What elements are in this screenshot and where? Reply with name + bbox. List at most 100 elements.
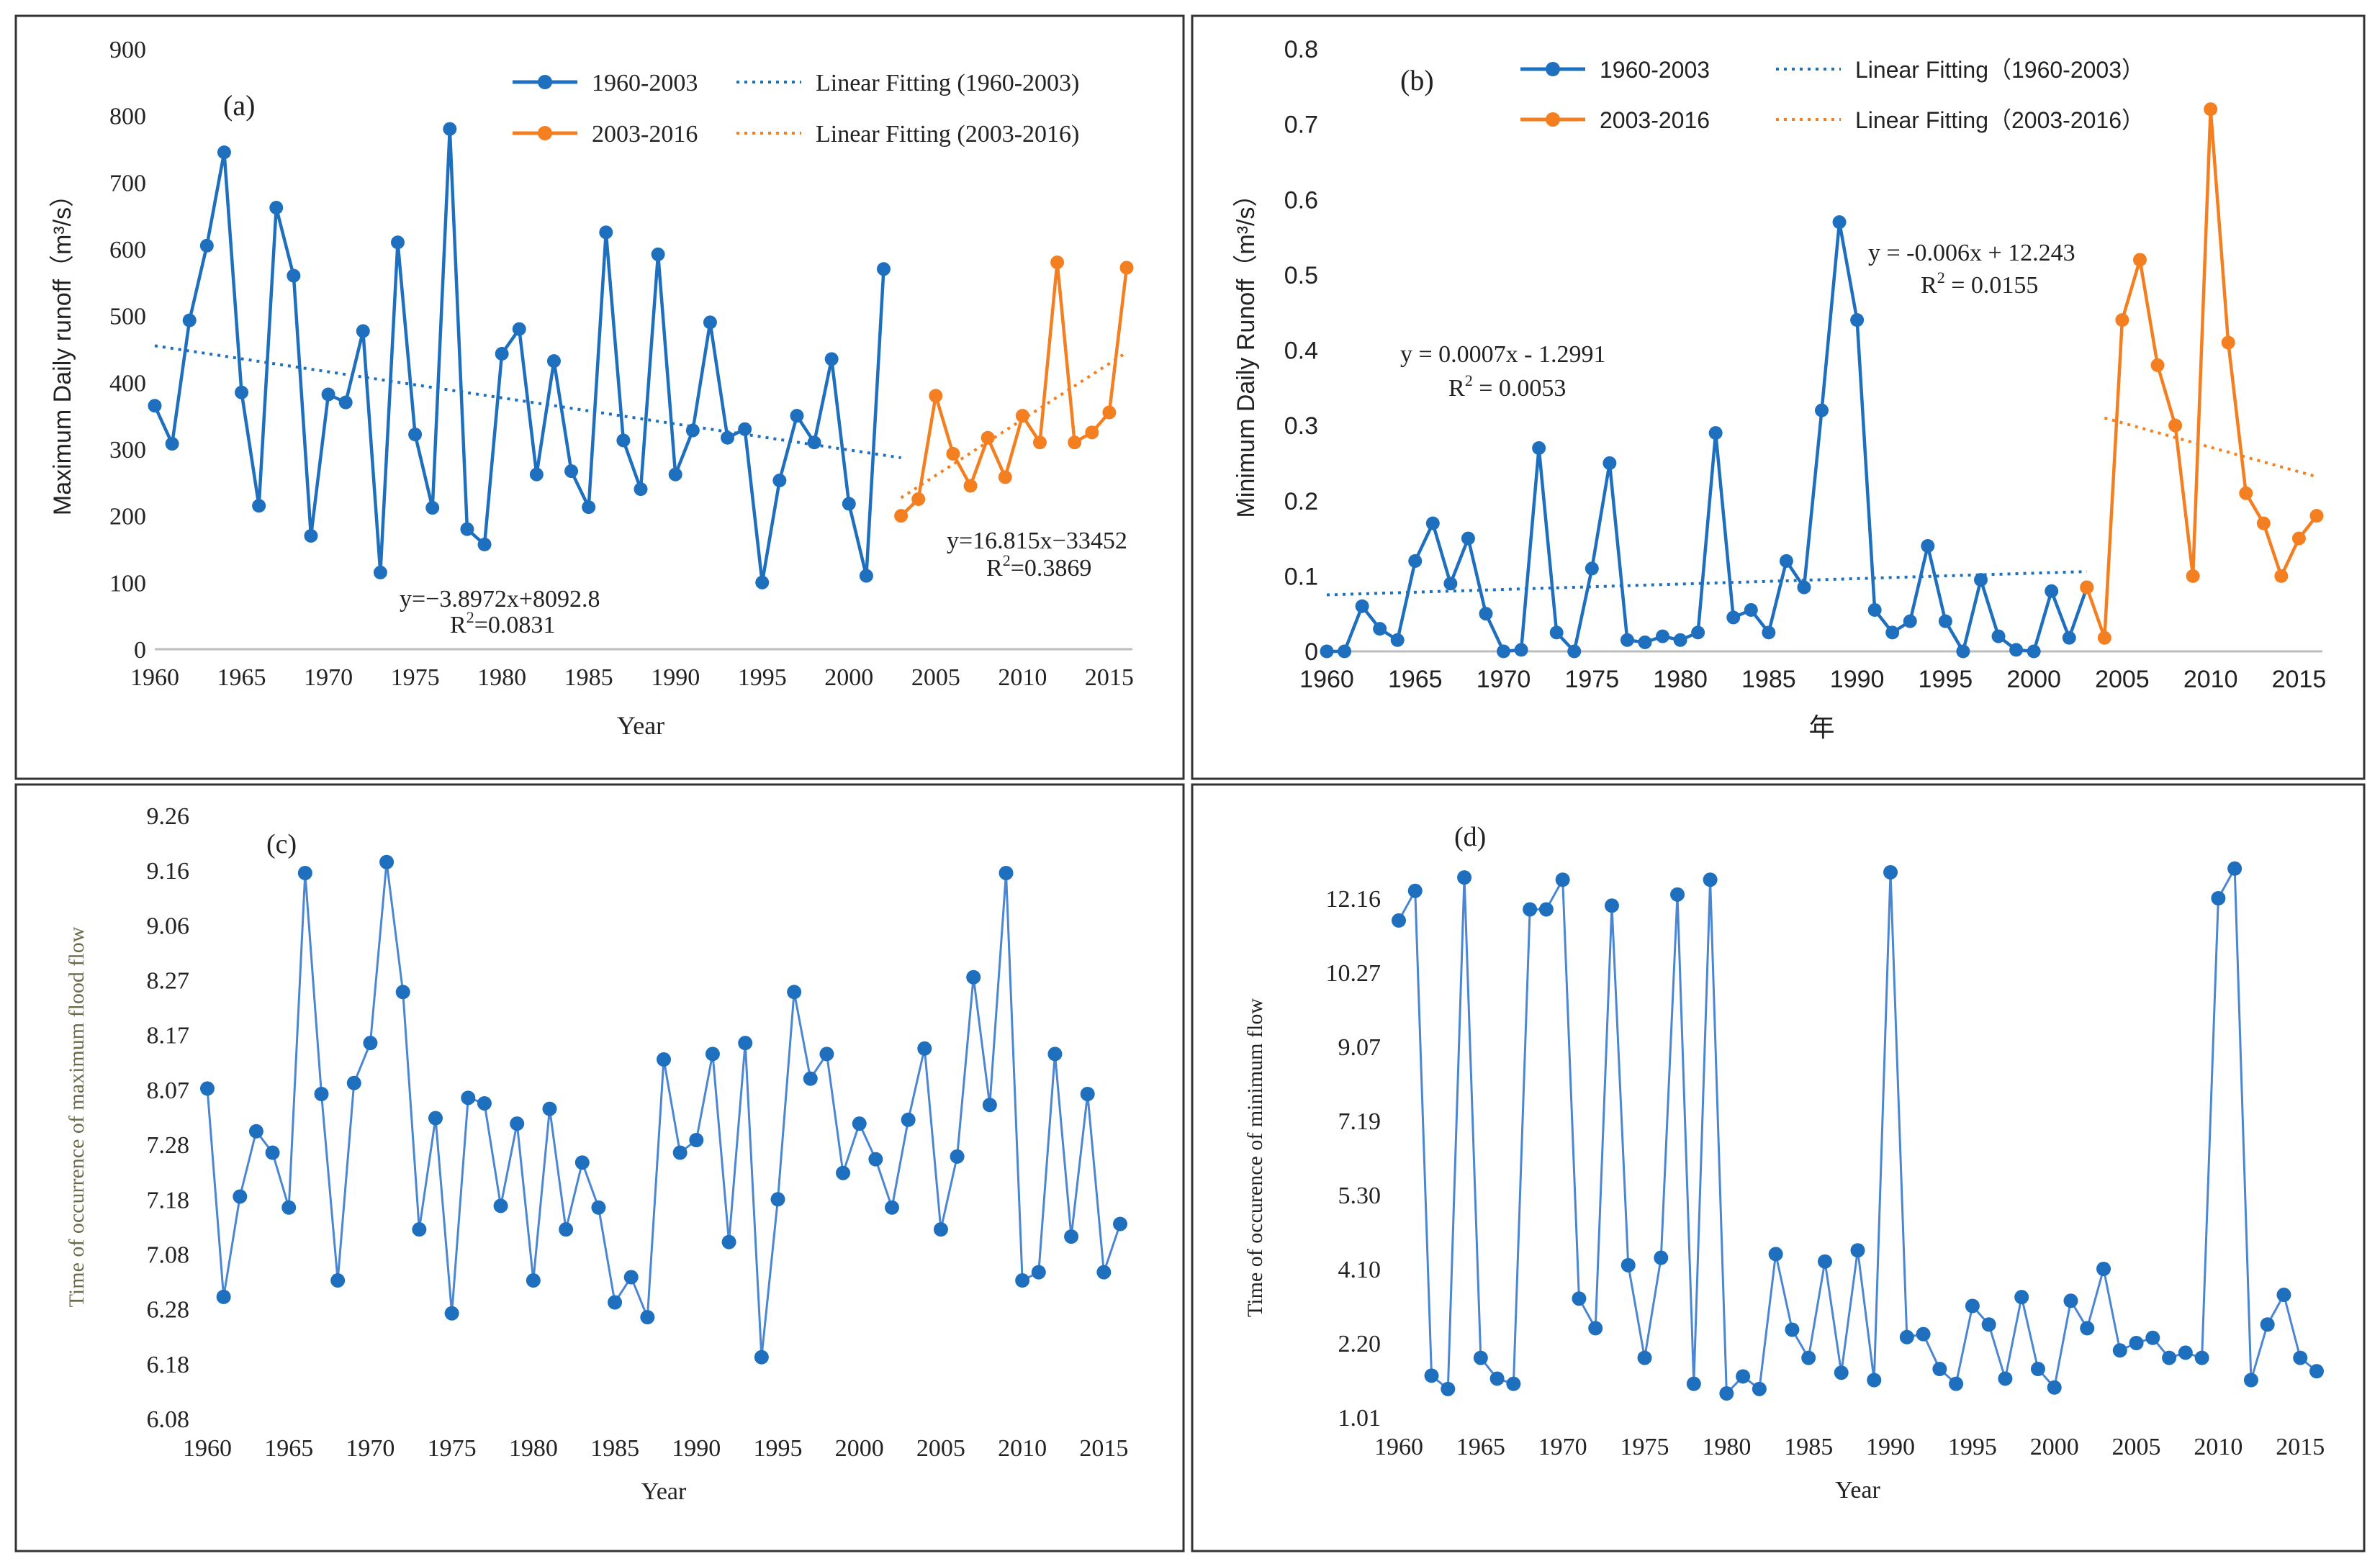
data-point — [1457, 870, 1472, 885]
y-tick-label: 300 — [109, 437, 146, 464]
y-tick-label: 9.16 — [147, 858, 190, 885]
y-tick-label: 10.27 — [1326, 960, 1381, 987]
data-point — [1489, 1371, 1505, 1386]
x-tick-label: 2010 — [2183, 666, 2238, 693]
panel-d: 1.01 2.20 4.10 5.30 7.19 9.07 10.27 12.16 1960 19… — [1243, 822, 2325, 1504]
r-squared-1: R2 = 0.0053 — [1448, 371, 1566, 402]
data-point — [807, 435, 821, 450]
data-point — [216, 1289, 231, 1304]
legend-label-f2: Linear Fitting（2003-2016） — [1855, 107, 2145, 133]
data-point — [1815, 403, 1829, 417]
data-point — [657, 1052, 671, 1067]
x-tick-label: 1975 — [428, 1435, 477, 1462]
data-point — [321, 387, 335, 402]
data-point — [2129, 1336, 2144, 1350]
data-point — [608, 1295, 623, 1310]
data-point — [356, 324, 370, 338]
data-point — [330, 1273, 346, 1288]
fit-line-2 — [900, 351, 1128, 500]
x-tick-label: 1965 — [217, 664, 266, 691]
x-tick-label: 1970 — [346, 1435, 395, 1462]
data-point — [477, 1095, 492, 1111]
y-tick-label: 6.28 — [147, 1297, 190, 1324]
data-point — [2063, 1293, 2078, 1308]
data-point — [824, 352, 839, 366]
y-axis-title: Time of occurrence of maximum flood flow — [65, 926, 89, 1307]
y-tick-label: 400 — [109, 370, 146, 397]
data-point — [1785, 1322, 1800, 1337]
data-point — [1708, 426, 1723, 440]
data-point — [2309, 1364, 2324, 1379]
data-point — [591, 1200, 606, 1215]
data-point — [946, 446, 960, 461]
data-point — [546, 354, 561, 369]
panel-label: (c) — [266, 829, 297, 859]
y-tick-label: 0.8 — [1284, 36, 1318, 63]
x-tick-label: 2005 — [2112, 1434, 2161, 1460]
data-point — [1916, 1326, 1931, 1342]
data-point — [574, 1155, 590, 1170]
data-point — [2112, 1343, 2127, 1358]
data-point — [1834, 1365, 1849, 1380]
data-point — [338, 395, 353, 410]
data-point — [1899, 1329, 1914, 1344]
data-point — [1719, 1386, 1734, 1401]
data-point — [1408, 553, 1423, 568]
data-point — [373, 565, 387, 579]
x-tick-label: 1980 — [477, 664, 526, 691]
y-tick-label: 0.6 — [1284, 186, 1318, 214]
data-point — [1567, 644, 1582, 659]
x-tick-label: 1970 — [1538, 1434, 1587, 1460]
data-point — [950, 1149, 965, 1164]
data-point — [165, 437, 179, 451]
panel-c: 6.08 6.18 6.28 7.08 7.18 7.28 8.07 8.17 8.27 9.06… — [65, 803, 1128, 1505]
data-point — [2115, 313, 2129, 327]
data-point — [425, 501, 440, 515]
data-point — [235, 385, 249, 399]
panel-label: (d) — [1454, 822, 1486, 852]
data-point — [1903, 614, 1917, 628]
data-point — [1523, 902, 1538, 917]
data-point — [2132, 253, 2147, 267]
data-point — [1514, 643, 1528, 657]
r-squared-superscript: 2 — [1937, 268, 1945, 286]
data-point — [1736, 1369, 1751, 1384]
data-point — [510, 1116, 525, 1131]
legend-label-s1: 1960-2003 — [592, 70, 698, 96]
data-point — [2062, 630, 2076, 645]
r-squared-symbol: R — [986, 555, 1003, 582]
data-point — [787, 985, 802, 1000]
x-tick-label: 1995 — [1948, 1434, 1997, 1460]
y-tick-label: 0.5 — [1284, 262, 1318, 289]
x-tick-label: 1975 — [1564, 666, 1619, 693]
data-point — [2047, 1380, 2062, 1395]
data-point — [721, 1234, 736, 1249]
data-point — [248, 1124, 263, 1139]
data-point — [755, 575, 770, 589]
x-tick-label: 1960 — [1374, 1434, 1423, 1460]
panel-c-frame — [14, 783, 1185, 1552]
series-line-1 — [153, 127, 885, 584]
data-point — [1050, 256, 1065, 270]
x-tick-label: 1990 — [651, 664, 700, 691]
data-point — [1885, 625, 1900, 640]
data-point — [265, 1145, 280, 1160]
data-point — [1801, 1350, 1816, 1365]
x-tick-label: 1975 — [391, 664, 440, 691]
data-point — [1047, 1047, 1063, 1062]
panel-a-frame — [14, 14, 1185, 780]
data-point — [1991, 629, 2006, 643]
legend-label-s2: 2003-2016 — [1600, 107, 1710, 133]
data-point — [738, 1036, 753, 1051]
data-point — [1703, 872, 1718, 887]
data-point — [1473, 1350, 1488, 1365]
data-point — [1461, 531, 1475, 546]
x-axis-title: 年 — [1808, 713, 1834, 742]
data-point — [1032, 435, 1047, 450]
data-point — [672, 1145, 688, 1160]
data-point — [182, 313, 197, 327]
x-tick-label: 2015 — [1079, 1435, 1128, 1462]
fit-line-1 — [1326, 570, 2087, 597]
